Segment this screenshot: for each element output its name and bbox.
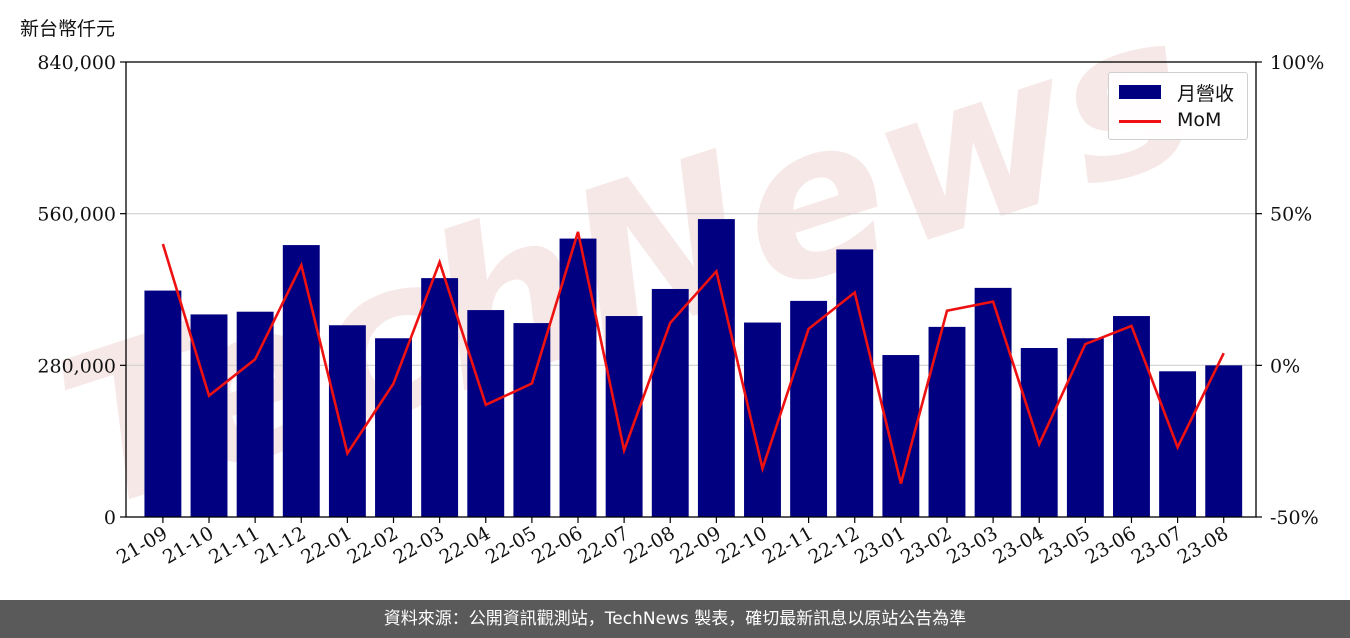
right-tick-label: 0% <box>1270 355 1300 377</box>
revenue-chart: TechNews 0280,000560,000840,000-50%0%50%… <box>33 0 1324 569</box>
x-tick-label-22-08: 22-08 <box>620 522 678 568</box>
bar-22-06 <box>559 238 597 518</box>
right-tick-label: -50% <box>1270 507 1319 529</box>
legend-swatch-bar <box>1119 85 1161 99</box>
x-tick-label-22-11: 22-11 <box>759 522 817 568</box>
x-tick-label-23-06: 23-06 <box>1082 522 1140 568</box>
bar-22-04 <box>467 310 505 517</box>
x-tick-label-22-04: 22-04 <box>436 522 494 568</box>
bar-23-05 <box>1066 338 1104 517</box>
legend-item-mom: MoM <box>1109 107 1247 135</box>
bar-23-03 <box>974 287 1012 517</box>
x-tick-label-21-12: 21-12 <box>251 522 309 568</box>
x-tick-label-23-07: 23-07 <box>1128 522 1186 568</box>
legend-label-mom: MoM <box>1177 109 1222 131</box>
x-tick-label-23-02: 23-02 <box>897 522 955 568</box>
bar-21-09 <box>144 290 182 517</box>
x-tick-label-22-07: 22-07 <box>574 522 632 568</box>
left-tick-label: 0 <box>104 507 116 529</box>
x-tick-label-22-03: 22-03 <box>390 522 448 568</box>
x-tick-label-22-09: 22-09 <box>666 522 724 568</box>
x-tick-label-23-03: 23-03 <box>943 522 1001 568</box>
x-tick-label-22-06: 22-06 <box>528 522 586 568</box>
bar-23-06 <box>1113 316 1150 517</box>
bar-22-05 <box>513 323 551 517</box>
bar-23-08 <box>1205 365 1243 517</box>
x-tick-label-21-11: 21-11 <box>205 522 263 568</box>
axes <box>125 61 1257 518</box>
legend-label-revenue: 月營收 <box>1177 83 1235 105</box>
left-tick-label: 560,000 <box>37 204 116 226</box>
mom-line <box>161 231 1225 484</box>
left-tick-label: 840,000 <box>37 52 116 74</box>
right-tick-label: 50% <box>1270 204 1312 226</box>
bar-22-03 <box>421 278 459 517</box>
bar-22-08 <box>651 288 689 517</box>
right-tick-label: 100% <box>1270 52 1324 74</box>
x-tick-label-23-04: 23-04 <box>989 522 1047 568</box>
plot-frame <box>125 61 1257 518</box>
bar-22-10 <box>744 322 781 517</box>
source-footer: 資料來源：公開資訊觀測站，TechNews 製表，確切最新訊息以原站公告為準 <box>0 600 1350 638</box>
bar-22-01 <box>328 325 366 517</box>
x-tick-label-22-05: 22-05 <box>482 522 540 568</box>
x-tick-label-22-10: 22-10 <box>713 522 771 568</box>
bar-21-12 <box>282 245 320 518</box>
legend-item-revenue: 月營收 <box>1109 77 1247 105</box>
bar-23-04 <box>1020 348 1058 517</box>
x-tick-label-23-01: 23-01 <box>851 522 909 568</box>
x-tick-label-23-08: 23-08 <box>1174 522 1232 568</box>
x-tick-label-23-05: 23-05 <box>1035 522 1093 568</box>
bar-21-11 <box>236 311 274 517</box>
bar-22-12 <box>836 249 874 517</box>
revenue-bars <box>144 219 1243 518</box>
legend-swatch-line <box>1119 120 1161 123</box>
x-tick-label-22-01: 22-01 <box>297 522 355 568</box>
left-tick-label: 280,000 <box>37 355 116 377</box>
mom-line-layer <box>161 231 1225 484</box>
x-tick-label-22-12: 22-12 <box>805 522 863 568</box>
bar-22-02 <box>375 338 412 517</box>
bar-22-09 <box>697 219 735 518</box>
bar-22-11 <box>790 300 828 517</box>
bar-21-10 <box>190 314 228 517</box>
legend: 月營收 MoM <box>1108 72 1248 140</box>
left-axis-unit-label: 新台幣仟元 <box>20 18 116 40</box>
x-tick-label-22-02: 22-02 <box>344 522 402 568</box>
